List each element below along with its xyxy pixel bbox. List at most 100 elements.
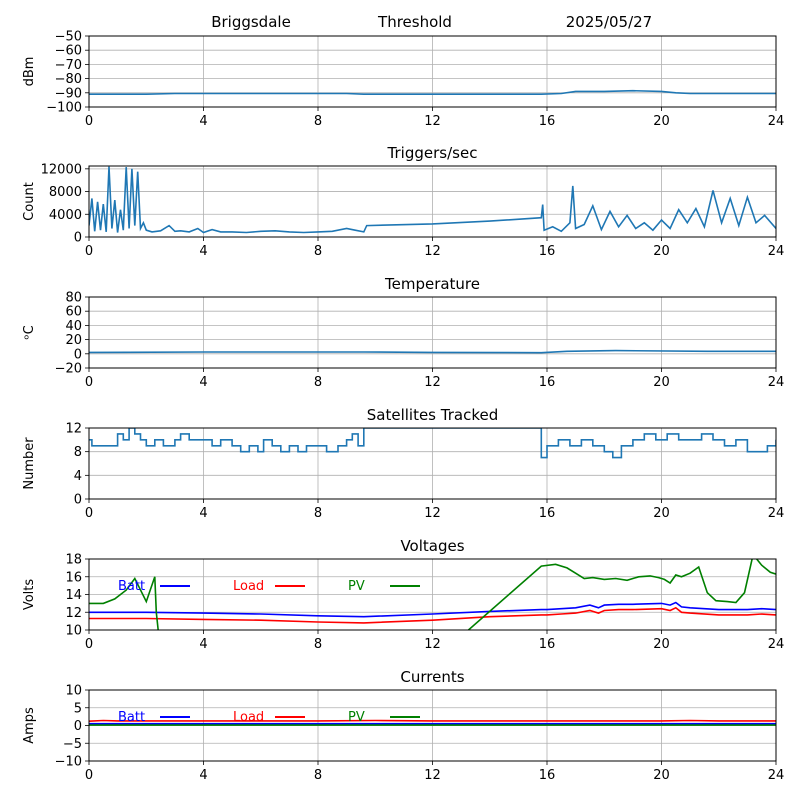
x-tick-label: 24	[768, 244, 785, 259]
x-tick-label: 20	[653, 114, 670, 129]
y-tick-label: 40	[65, 319, 82, 334]
legend-label-batt: Batt	[118, 710, 145, 725]
series-line-rssi	[89, 89, 776, 95]
y-tick-label: 12000	[41, 162, 82, 177]
x-tick-label: 4	[199, 506, 207, 521]
y-tick-label: 10	[65, 684, 82, 699]
threshold-label: Threshold	[377, 13, 452, 31]
y-tick-label: −60	[55, 44, 82, 59]
y-tick-label: 80	[65, 291, 82, 306]
y-tick-label: −100	[46, 101, 82, 116]
legend-label-load: Load	[233, 710, 264, 725]
y-tick-label: 4000	[49, 208, 82, 223]
x-tick-label: 24	[768, 768, 785, 783]
y-tick-label: 4	[74, 469, 82, 484]
y-tick-label: −10	[55, 755, 82, 770]
series-line-triggers	[89, 166, 776, 234]
legend-label-batt: Batt	[118, 579, 145, 594]
legend-label-pv: PV	[348, 710, 365, 725]
x-tick-label: 12	[424, 768, 441, 783]
x-tick-label: 20	[653, 506, 670, 521]
series-line-load	[89, 719, 776, 722]
y-tick-label: 0	[74, 493, 82, 508]
station-name: Briggsdale	[211, 13, 291, 31]
y-tick-label: −80	[55, 72, 82, 87]
y-axis-label: dBm	[22, 57, 37, 87]
chart-title: Satellites Tracked	[367, 406, 498, 424]
y-axis-label: Number	[22, 437, 37, 490]
x-tick-label: 0	[85, 506, 93, 521]
report-date: 2025/05/27	[566, 13, 652, 31]
x-tick-label: 24	[768, 637, 785, 652]
series-line-pv	[89, 559, 776, 630]
y-tick-label: 12	[65, 606, 82, 621]
y-tick-label: 8	[74, 445, 82, 460]
y-axis-label: ᵒC	[22, 325, 37, 339]
chart-title: Temperature	[384, 275, 480, 293]
chart-panel-triggers: 0 4 8 12 16 20 24 0 4000 8000 12000 Triggers/sec Cou…	[22, 144, 784, 259]
x-tick-label: 8	[314, 637, 322, 652]
series-line-satellites	[89, 428, 776, 459]
x-tick-label: 16	[539, 768, 556, 783]
chart-panel-currents: 0 4 8 12 16 20 24 −10 −5 0 5 10 Currents Amps Batt Load…	[22, 668, 784, 783]
y-tick-label: 20	[65, 333, 82, 348]
x-tick-label: 8	[314, 244, 322, 259]
y-tick-label: 5	[74, 701, 82, 716]
y-tick-label: −70	[55, 58, 82, 73]
x-tick-label: 20	[653, 768, 670, 783]
x-tick-label: 8	[314, 114, 322, 129]
chart-title: Triggers/sec	[387, 144, 478, 162]
x-tick-label: 20	[653, 637, 670, 652]
chart-panel-rssi: 0 4 8 12 16 20 24 −100−90−80−70−60−50 dBm	[22, 30, 784, 130]
y-tick-label: −50	[55, 30, 82, 45]
y-tick-label: 8000	[49, 185, 82, 200]
x-tick-label: 24	[768, 114, 785, 129]
y-tick-label: 18	[65, 553, 82, 568]
x-tick-label: 8	[314, 768, 322, 783]
x-tick-label: 20	[653, 375, 670, 390]
x-tick-label: 12	[424, 506, 441, 521]
x-tick-label: 4	[199, 637, 207, 652]
x-tick-label: 0	[85, 114, 93, 129]
x-tick-label: 4	[199, 114, 207, 129]
x-tick-label: 12	[424, 114, 441, 129]
y-tick-label: −90	[55, 86, 82, 101]
x-tick-label: 0	[85, 244, 93, 259]
series-line-temperature	[89, 349, 776, 354]
chart-panel-satellites: 0 4 8 12 16 20 24 0 4 8 12 Satellites Tracked Number	[22, 406, 784, 521]
x-tick-label: 4	[199, 768, 207, 783]
x-tick-label: 12	[424, 375, 441, 390]
x-tick-label: 16	[539, 375, 556, 390]
x-tick-label: 16	[539, 244, 556, 259]
x-tick-label: 12	[424, 244, 441, 259]
x-tick-label: 24	[768, 506, 785, 521]
y-tick-label: 10	[65, 624, 82, 639]
y-tick-label: −5	[63, 737, 82, 752]
chart-panel-voltages: 0 4 8 12 16 20 24 10 12 14 16 18 Voltages Volts Batt Lo…	[22, 537, 784, 652]
y-tick-label: 12	[65, 422, 82, 437]
y-axis-label: Amps	[22, 707, 37, 744]
x-tick-label: 8	[314, 506, 322, 521]
series-line-batt	[89, 601, 776, 618]
chart-title: Currents	[400, 668, 464, 686]
x-tick-label: 0	[85, 375, 93, 390]
x-tick-label: 24	[768, 375, 785, 390]
y-axis-label: Volts	[22, 579, 37, 611]
y-axis-label: Count	[22, 182, 37, 221]
x-tick-label: 16	[539, 637, 556, 652]
chart-title: Voltages	[400, 537, 464, 555]
y-tick-label: 60	[65, 305, 82, 320]
x-tick-label: 16	[539, 506, 556, 521]
y-tick-label: −20	[55, 362, 82, 377]
x-tick-label: 0	[85, 768, 93, 783]
y-tick-label: 16	[65, 570, 82, 585]
series-line-load	[89, 606, 776, 624]
x-tick-label: 20	[653, 244, 670, 259]
y-tick-label: 0	[74, 347, 82, 362]
x-tick-label: 12	[424, 637, 441, 652]
y-tick-label: 0	[74, 719, 82, 734]
legend-label-pv: PV	[348, 579, 365, 594]
x-tick-label: 16	[539, 114, 556, 129]
